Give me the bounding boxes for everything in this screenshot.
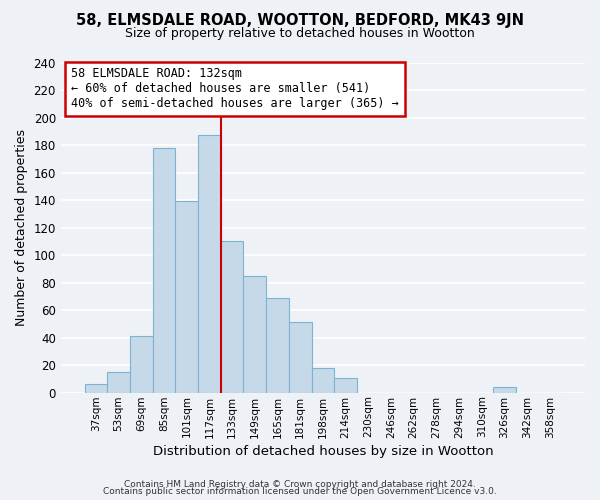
Bar — [334, 378, 357, 392]
Bar — [152, 148, 175, 392]
X-axis label: Distribution of detached houses by size in Wootton: Distribution of detached houses by size … — [152, 444, 493, 458]
Bar — [85, 384, 107, 392]
Bar — [311, 368, 334, 392]
Y-axis label: Number of detached properties: Number of detached properties — [15, 129, 28, 326]
Bar — [266, 298, 289, 392]
Text: 58, ELMSDALE ROAD, WOOTTON, BEDFORD, MK43 9JN: 58, ELMSDALE ROAD, WOOTTON, BEDFORD, MK4… — [76, 12, 524, 28]
Bar — [107, 372, 130, 392]
Text: Size of property relative to detached houses in Wootton: Size of property relative to detached ho… — [125, 28, 475, 40]
Text: 58 ELMSDALE ROAD: 132sqm
← 60% of detached houses are smaller (541)
40% of semi-: 58 ELMSDALE ROAD: 132sqm ← 60% of detach… — [71, 68, 399, 110]
Bar — [198, 136, 221, 392]
Text: Contains HM Land Registry data © Crown copyright and database right 2024.: Contains HM Land Registry data © Crown c… — [124, 480, 476, 489]
Bar — [244, 276, 266, 392]
Bar — [130, 336, 152, 392]
Bar — [493, 387, 516, 392]
Text: Contains public sector information licensed under the Open Government Licence v3: Contains public sector information licen… — [103, 487, 497, 496]
Bar — [221, 242, 244, 392]
Bar — [289, 322, 311, 392]
Bar — [175, 202, 198, 392]
